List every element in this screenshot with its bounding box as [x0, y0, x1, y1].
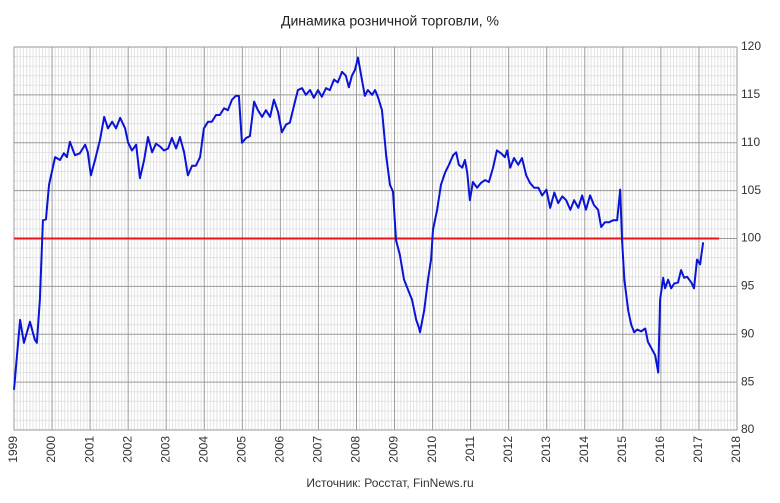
x-tick-label: 2006: [273, 436, 287, 463]
x-tick-label: 2012: [501, 436, 515, 463]
x-tick-label: 2008: [349, 436, 363, 463]
x-tick-label: 2009: [387, 436, 401, 463]
x-tick-label: 2002: [120, 436, 134, 463]
x-tick-label: 2014: [577, 436, 591, 463]
x-tick-label: 2001: [82, 436, 96, 463]
x-tick-label: 2017: [691, 436, 705, 463]
x-tick-label: 2010: [425, 436, 439, 463]
x-tick-label: 2005: [234, 436, 248, 463]
chart-title: Динамика розничной торговли, %: [281, 13, 499, 29]
x-tick-label: 2018: [729, 436, 743, 463]
x-tick-label: 2011: [463, 436, 477, 462]
x-tick-label: 2003: [158, 436, 172, 463]
y-tick-label: 85: [741, 374, 755, 388]
y-tick-label: 80: [741, 422, 755, 436]
x-tick-label: 2016: [653, 436, 667, 463]
y-tick-label: 120: [741, 39, 761, 53]
y-tick-label: 110: [741, 135, 760, 149]
data-line: [13, 56, 705, 390]
x-tick-label: 2004: [196, 436, 210, 463]
x-tick-label: 2000: [44, 436, 58, 463]
y-tick-label: 95: [741, 279, 755, 293]
source-note: Источник: Росстат, FinNews.ru: [306, 476, 473, 490]
y-tick-label: 115: [741, 87, 760, 101]
y-tick-label: 90: [741, 326, 755, 340]
x-tick-label: 2015: [615, 436, 629, 463]
x-tick-label: 2013: [539, 436, 553, 463]
y-tick-label: 105: [741, 183, 761, 197]
x-tick-label: 2007: [311, 436, 325, 463]
x-tick-label: 1999: [6, 436, 20, 463]
y-tick-label: 100: [741, 231, 761, 245]
